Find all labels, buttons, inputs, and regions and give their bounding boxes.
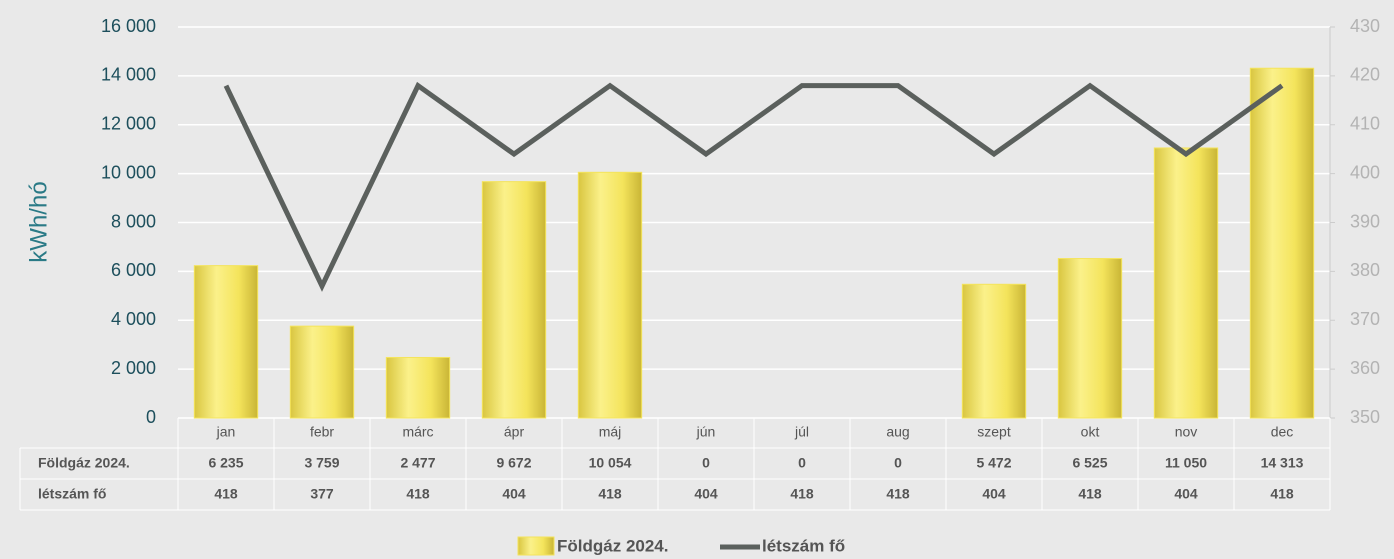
table-cell: 418 bbox=[886, 486, 910, 502]
y2-tick-label: 350 bbox=[1350, 407, 1380, 427]
table-cell: 404 bbox=[502, 486, 526, 502]
bar bbox=[1250, 68, 1313, 418]
bar bbox=[386, 357, 449, 418]
line bbox=[226, 86, 1282, 286]
table-cell: 0 bbox=[894, 455, 902, 471]
table-cell: 418 bbox=[214, 486, 238, 502]
table-cell: 418 bbox=[1078, 486, 1102, 502]
table-cell: 404 bbox=[694, 486, 718, 502]
bar bbox=[482, 182, 545, 418]
x-tick-label: júl bbox=[794, 424, 809, 440]
y2-tick-label: 420 bbox=[1350, 65, 1380, 85]
chart: kWh/hó 0 2 000 4 000 6 000 8 000 10 000 12 000… bbox=[0, 0, 1394, 559]
y-tick-label: 0 bbox=[146, 407, 156, 427]
table-cell: 5 472 bbox=[976, 455, 1011, 471]
table-cell: 418 bbox=[598, 486, 622, 502]
table-cell: 9 672 bbox=[496, 455, 531, 471]
x-tick-label: márc bbox=[402, 424, 433, 440]
y-tick-label: 2 000 bbox=[111, 358, 156, 378]
x-tick-label: máj bbox=[599, 424, 622, 440]
table-cell: 10 054 bbox=[589, 455, 632, 471]
table-cell: 6 235 bbox=[208, 455, 243, 471]
x-tick-label: febr bbox=[310, 424, 334, 440]
y-tick-label: 6 000 bbox=[111, 260, 156, 280]
bar bbox=[962, 284, 1025, 418]
table-cell: 404 bbox=[982, 486, 1006, 502]
page: {"chart_data": {"type": "bar-line", "y_l… bbox=[0, 0, 1394, 559]
x-tick-label: szept bbox=[977, 424, 1011, 440]
y2-tick-label: 390 bbox=[1350, 211, 1380, 231]
table-cell: 11 050 bbox=[1165, 455, 1207, 471]
bar bbox=[1058, 259, 1121, 418]
y-tick-label: 8 000 bbox=[111, 211, 156, 231]
table-cell: 404 bbox=[1174, 486, 1198, 502]
y2-tick-label: 380 bbox=[1350, 260, 1380, 280]
legend-label: létszám fő bbox=[762, 536, 845, 555]
y-axis-title: kWh/hó bbox=[25, 181, 52, 262]
x-tick-label: dec bbox=[1271, 424, 1294, 440]
table-cell: 377 bbox=[310, 486, 334, 502]
table-cell: 418 bbox=[1270, 486, 1294, 502]
bar bbox=[578, 172, 641, 418]
table-cell: 418 bbox=[790, 486, 814, 502]
x-tick-label: ápr bbox=[504, 424, 525, 440]
bar bbox=[290, 326, 353, 418]
x-tick-label: jan bbox=[216, 424, 236, 440]
y2-tick-label: 410 bbox=[1350, 114, 1380, 134]
legend-label: Földgáz 2024. bbox=[557, 536, 668, 555]
bar bbox=[194, 266, 257, 418]
table-cell: 0 bbox=[798, 455, 806, 471]
table-row-label: Földgáz 2024. bbox=[38, 455, 130, 471]
x-tick-label: jún bbox=[696, 424, 716, 440]
y2-tick-label: 370 bbox=[1350, 309, 1380, 329]
y2-tick-label: 400 bbox=[1350, 162, 1380, 182]
y-tick-label: 16 000 bbox=[101, 16, 156, 36]
x-tick-label: aug bbox=[886, 424, 909, 440]
y-tick-label: 12 000 bbox=[101, 114, 156, 134]
y-tick-label: 14 000 bbox=[101, 65, 156, 85]
table-row-label: létszám fő bbox=[38, 486, 106, 502]
y-tick-label: 4 000 bbox=[111, 309, 156, 329]
table-cell: 418 bbox=[406, 486, 430, 502]
table-cell: 14 313 bbox=[1261, 455, 1304, 471]
y2-tick-label: 360 bbox=[1350, 358, 1380, 378]
table-cell: 3 759 bbox=[304, 455, 339, 471]
bar bbox=[1154, 148, 1217, 418]
table-cell: 2 477 bbox=[400, 455, 435, 471]
y2-tick-label: 430 bbox=[1350, 16, 1380, 36]
table-cell: 6 525 bbox=[1072, 455, 1107, 471]
x-tick-label: okt bbox=[1081, 424, 1100, 440]
y-tick-label: 10 000 bbox=[101, 162, 156, 182]
x-tick-label: nov bbox=[1175, 424, 1198, 440]
legend-swatch bbox=[518, 537, 554, 555]
table-cell: 0 bbox=[702, 455, 710, 471]
